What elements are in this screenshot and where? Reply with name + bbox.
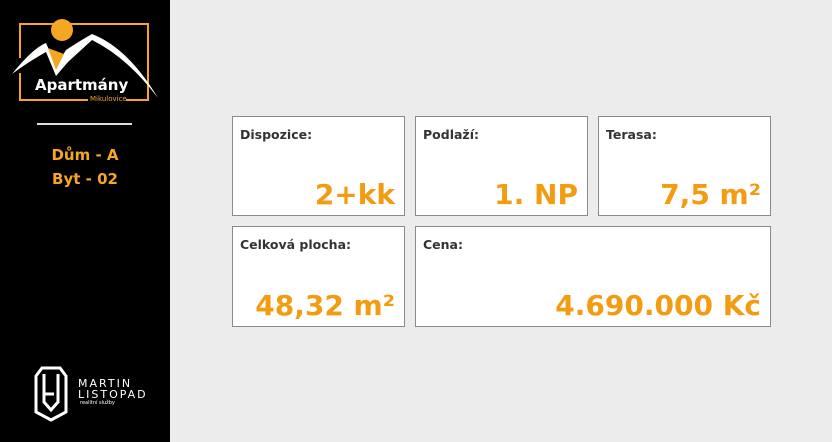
card-podlazi: Podlaží: 1. NP (415, 116, 588, 216)
card-label: Dispozice: (240, 127, 313, 142)
card-value: 1. NP (494, 178, 578, 211)
brand-name: Apartmány (35, 76, 129, 94)
divider (37, 123, 132, 125)
card-terasa: Terasa: 7,5 m² (598, 116, 771, 216)
card-label: Cena: (423, 237, 463, 252)
apartmany-logo (12, 19, 158, 101)
card-dispozice: Dispozice: 2+kk (232, 116, 405, 216)
brand-subtitle: Mikulovice (90, 95, 127, 103)
card-value: 48,32 m² (255, 289, 395, 322)
agency-tagline: realitní služby (80, 400, 115, 406)
card-celkova-plocha: Celková plocha: 48,32 m² (232, 226, 405, 327)
card-cena: Cena: 4.690.000 Kč (415, 226, 771, 327)
card-label: Podlaží: (423, 127, 479, 142)
card-value: 4.690.000 Kč (555, 289, 761, 322)
card-value: 2+kk (314, 178, 395, 211)
card-value: 7,5 m² (660, 178, 761, 211)
flat-label: Byt - 02 (52, 170, 118, 188)
sidebar: Apartmány Mikulovice Dům - A Byt - 02 MA… (0, 0, 170, 442)
card-label: Terasa: (606, 127, 657, 142)
agency-name-2: LISTOPAD (78, 388, 148, 401)
martin-listopad-logo-icon (34, 366, 68, 422)
agency-name-1: MARTIN (78, 377, 133, 390)
house-label: Dům - A (51, 146, 119, 164)
card-label: Celková plocha: (240, 237, 351, 252)
